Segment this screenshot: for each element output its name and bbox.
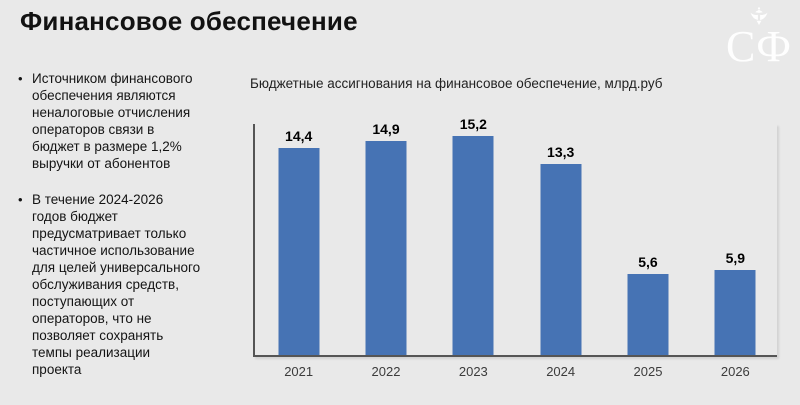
double-headed-eagle-icon — [719, 7, 799, 26]
bar-slot: 15,2 2023 — [430, 116, 517, 379]
x-axis-label: 2025 — [633, 364, 663, 379]
x-axis-label: 2022 — [371, 364, 401, 379]
bar-value-label: 5,9 — [725, 250, 746, 266]
bar-value-label: 14,9 — [372, 121, 400, 137]
list-item: • Источником финансового обеспечения явл… — [18, 70, 230, 172]
federation-council-logo: СФ — [719, 7, 799, 71]
bullet-marker: • — [18, 192, 23, 207]
logo-text: СФ — [725, 22, 793, 71]
bullet-text: Источником финансового обеспечения являю… — [32, 71, 193, 171]
bar-slot: 13,3 2024 — [517, 124, 604, 379]
bar-value-label: 14,4 — [285, 128, 313, 144]
bar-value-label: 13,3 — [547, 144, 575, 160]
x-axis-label: 2024 — [546, 364, 576, 379]
bullet-text: В течение 2024-2026 годов бюджет предусм… — [32, 192, 201, 377]
chart-title: Бюджетные ассигнования на финансовое обе… — [250, 76, 663, 91]
bar — [452, 136, 494, 355]
bar-slot: 14,4 2021 — [255, 124, 342, 379]
x-axis-label: 2026 — [720, 364, 750, 379]
bar-slot: 14,9 2022 — [342, 121, 429, 379]
bar — [278, 148, 320, 355]
bar-slot: 5,9 2026 — [692, 124, 779, 379]
page-title: Финансовое обеспечение — [20, 6, 358, 36]
bar-value-label: 15,2 — [459, 116, 487, 132]
bullet-marker: • — [18, 71, 23, 86]
bar-slot: 5,6 2025 — [604, 124, 691, 379]
x-axis-label: 2021 — [284, 364, 314, 379]
x-axis-label: 2023 — [458, 364, 488, 379]
bar — [627, 274, 669, 355]
bar — [540, 164, 582, 355]
bullet-list: • Источником финансового обеспечения явл… — [18, 70, 230, 378]
plot-area: 14,4 2021 14,9 2022 15,2 2023 13,3 2024 5,6 2025 5… — [253, 116, 779, 379]
bar — [714, 270, 756, 355]
bar — [365, 141, 407, 355]
bar-value-label: 5,6 — [638, 254, 658, 270]
list-item: • В течение 2024-2026 годов бюджет преду… — [18, 191, 230, 378]
